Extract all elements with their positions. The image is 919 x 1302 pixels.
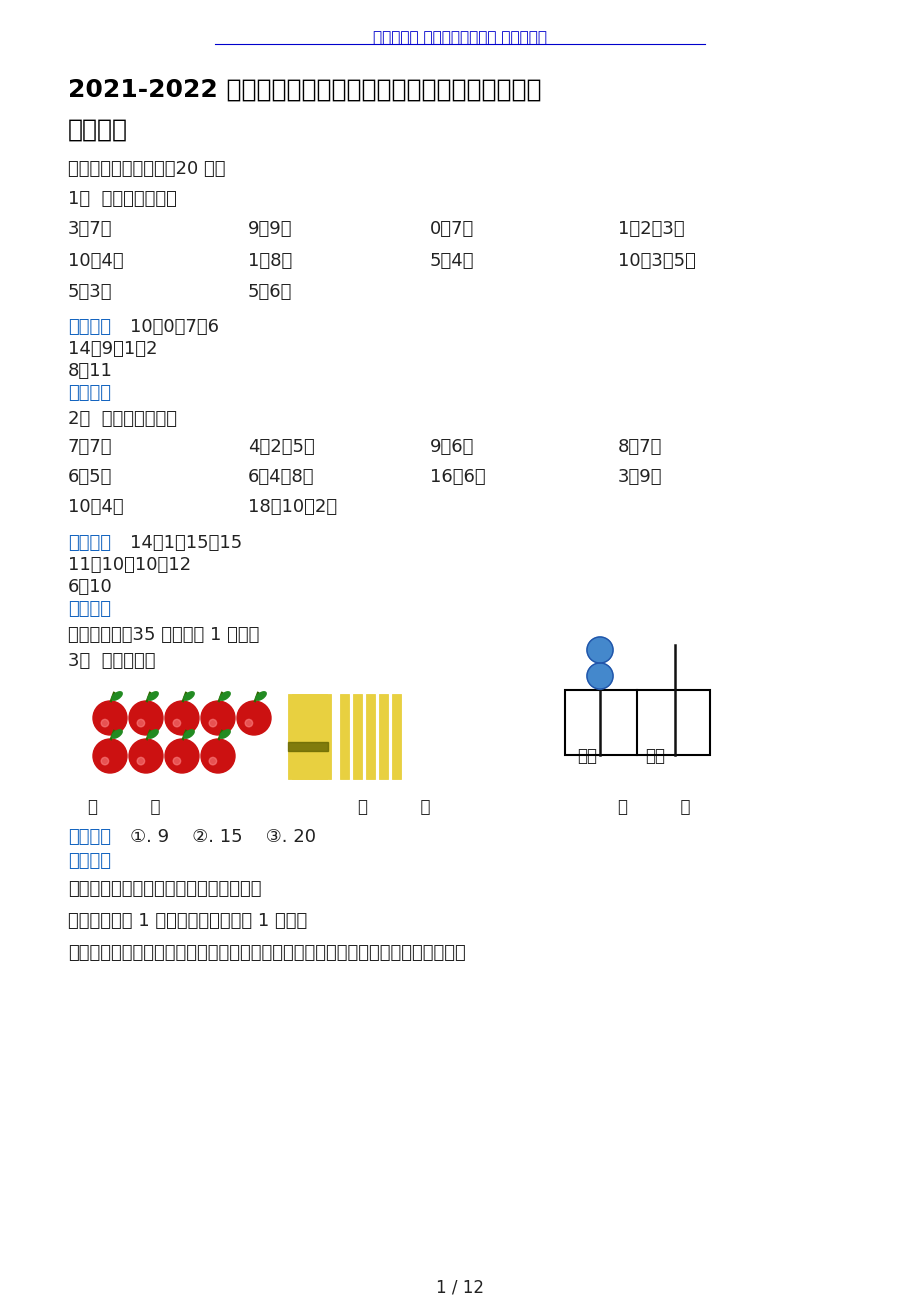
Ellipse shape — [184, 691, 194, 700]
Bar — [300, 694, 307, 779]
Bar — [340, 694, 348, 779]
Bar — [366, 694, 375, 779]
Text: 5）4＝: 5）4＝ — [429, 253, 474, 270]
Text: 【分析】先数一数有几个苹果，再填空。: 【分析】先数一数有几个苹果，再填空。 — [68, 880, 261, 898]
Text: 11；10；10；12: 11；10；10；12 — [68, 556, 191, 574]
Bar — [312, 694, 319, 779]
Ellipse shape — [220, 730, 230, 738]
Ellipse shape — [112, 691, 122, 700]
Text: 十位: 十位 — [576, 747, 596, 766]
Bar — [564, 690, 709, 755]
Text: 【答案】: 【答案】 — [68, 318, 111, 336]
Bar — [391, 694, 401, 779]
Text: 十位上有几个珠子，就表示几个十；个位上有几个珠子，就表示几个一；据此写数。: 十位上有几个珠子，就表示几个十；个位上有几个珠子，就表示几个一；据此写数。 — [68, 944, 465, 962]
Bar — [288, 742, 328, 751]
Bar — [353, 694, 361, 779]
Circle shape — [586, 637, 612, 663]
Bar — [291, 694, 299, 779]
Text: 【解析】: 【解析】 — [68, 384, 111, 402]
Circle shape — [137, 720, 144, 727]
Bar — [296, 694, 302, 779]
Circle shape — [173, 720, 180, 727]
Ellipse shape — [112, 730, 122, 738]
Text: 个位: 个位 — [644, 747, 664, 766]
Circle shape — [165, 740, 199, 773]
Circle shape — [101, 720, 108, 727]
Circle shape — [129, 740, 163, 773]
Text: 【解析】: 【解析】 — [68, 600, 111, 618]
Circle shape — [173, 758, 180, 764]
Text: 18）10＋2＝: 18）10＋2＝ — [248, 497, 336, 516]
Text: 1．  直接写出得数。: 1． 直接写出得数。 — [68, 190, 176, 208]
Text: 【答案】: 【答案】 — [68, 534, 111, 552]
Text: 9＋6＝: 9＋6＝ — [429, 437, 474, 456]
Ellipse shape — [148, 691, 158, 700]
Circle shape — [165, 700, 199, 736]
Text: 1 / 12: 1 / 12 — [436, 1279, 483, 1295]
Text: （          ）: （ ） — [618, 798, 690, 816]
Text: 3＋7＝: 3＋7＝ — [68, 220, 112, 238]
Text: 10；0；7；6: 10；0；7；6 — [130, 318, 219, 336]
Bar — [379, 694, 388, 779]
Text: 【解析】: 【解析】 — [68, 852, 111, 870]
Circle shape — [200, 700, 234, 736]
Text: 10）4＝: 10）4＝ — [68, 497, 123, 516]
Text: 14；9；1；2: 14；9；1；2 — [68, 340, 157, 358]
Circle shape — [93, 700, 127, 736]
Circle shape — [244, 720, 253, 727]
Circle shape — [137, 758, 144, 764]
Text: 2．  直接写出得数。: 2． 直接写出得数。 — [68, 410, 176, 428]
Ellipse shape — [184, 730, 194, 738]
Bar — [315, 694, 323, 779]
Text: 1＋2＋3＝: 1＋2＋3＝ — [618, 220, 684, 238]
Bar — [308, 694, 314, 779]
Text: 3．  看图写数。: 3． 看图写数。 — [68, 652, 155, 671]
Text: ①. 9    ②. 15    ③. 20: ①. 9 ②. 15 ③. 20 — [130, 828, 315, 846]
Circle shape — [586, 663, 612, 689]
Text: 一、直接写出得数。（20 分）: 一、直接写出得数。（20 分） — [68, 160, 225, 178]
Text: 一捧小棒表示 1 个十，一根小棒表示 1 个一。: 一捧小棒表示 1 个十，一根小棒表示 1 个一。 — [68, 911, 307, 930]
Text: 6＋5＝: 6＋5＝ — [68, 467, 112, 486]
Text: 8＋7＝: 8＋7＝ — [618, 437, 662, 456]
Text: 6；10: 6；10 — [68, 578, 113, 596]
Text: 二、填空。（35 分，每空 1 分。）: 二、填空。（35 分，每空 1 分。） — [68, 626, 259, 644]
Circle shape — [101, 758, 108, 764]
Text: 8；11: 8；11 — [68, 362, 113, 380]
Bar — [320, 694, 326, 779]
Ellipse shape — [148, 730, 158, 738]
Text: 》》》》》 历年考试真题汇总 《《《《《: 》》》》》 历年考试真题汇总 《《《《《 — [372, 30, 547, 46]
Text: 0＋7＝: 0＋7＝ — [429, 220, 473, 238]
Ellipse shape — [255, 691, 266, 700]
Text: （          ）: （ ） — [88, 798, 160, 816]
Text: 【答案】: 【答案】 — [68, 828, 111, 846]
Ellipse shape — [220, 691, 230, 700]
Circle shape — [200, 740, 234, 773]
Circle shape — [237, 700, 271, 736]
Text: 2021-2022 学年江苏省无锡市惠山区一年级上册数学期末试: 2021-2022 学年江苏省无锡市惠山区一年级上册数学期末试 — [68, 78, 541, 102]
Bar — [303, 694, 311, 779]
Text: 16）6＝: 16）6＝ — [429, 467, 485, 486]
Text: 3＋9＝: 3＋9＝ — [618, 467, 662, 486]
Text: 1＋8＝: 1＋8＝ — [248, 253, 292, 270]
Circle shape — [209, 758, 216, 764]
Text: 5＋6＝: 5＋6＝ — [248, 283, 292, 301]
Text: 题及答案: 题及答案 — [68, 118, 128, 142]
Bar — [323, 694, 331, 779]
Bar — [288, 694, 295, 779]
Text: （          ）: （ ） — [357, 798, 430, 816]
Circle shape — [209, 720, 216, 727]
Text: 10＋4＝: 10＋4＝ — [68, 253, 123, 270]
Text: 7＋7＝: 7＋7＝ — [68, 437, 112, 456]
Text: 5＋3＝: 5＋3＝ — [68, 283, 112, 301]
Text: 6）4＋8＝: 6）4＋8＝ — [248, 467, 314, 486]
Text: 14；1；15；15: 14；1；15；15 — [130, 534, 242, 552]
Circle shape — [129, 700, 163, 736]
Text: 10）3）5＝: 10）3）5＝ — [618, 253, 695, 270]
Text: 9）9＝: 9）9＝ — [248, 220, 292, 238]
Text: 4＋2）5＝: 4＋2）5＝ — [248, 437, 314, 456]
Circle shape — [93, 740, 127, 773]
